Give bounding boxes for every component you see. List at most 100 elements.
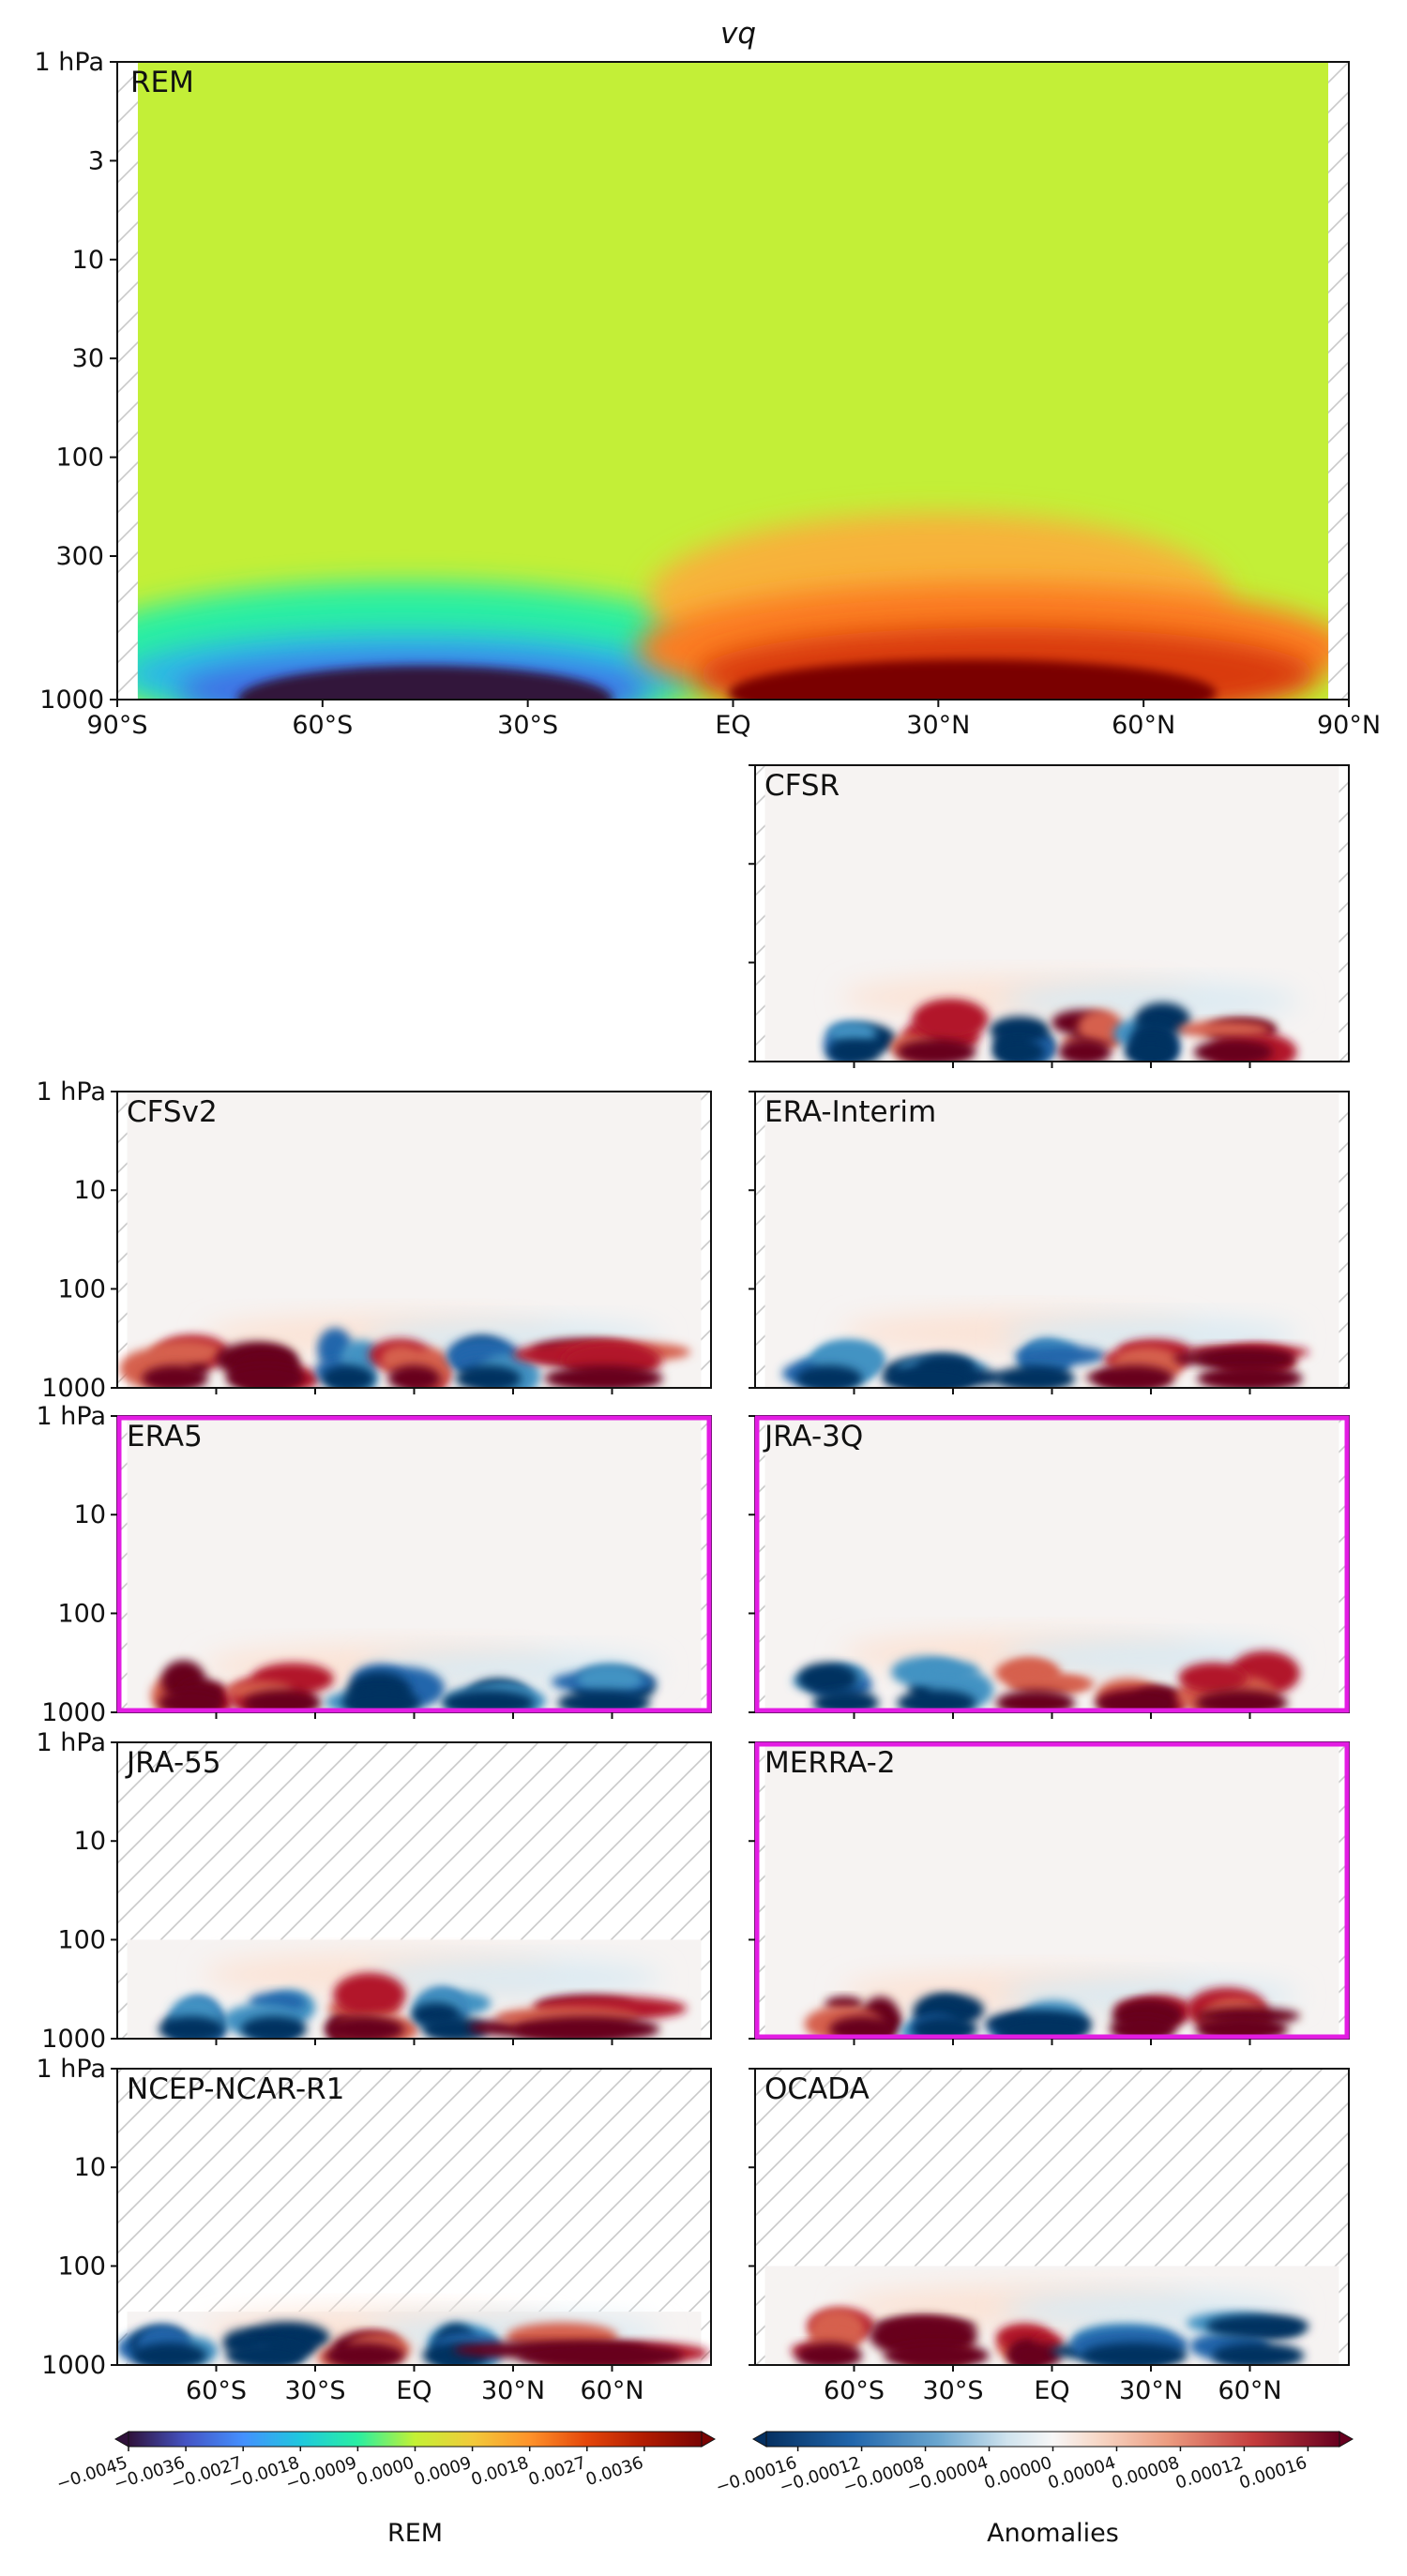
colorbar-tick-label: 0.0018	[469, 2453, 531, 2490]
panel-title: ERA-Interim	[764, 1095, 936, 1129]
colorbar-rem-bar	[128, 2431, 703, 2448]
anomaly-core	[341, 1690, 421, 1712]
rem-contour-7	[728, 659, 1217, 700]
anomaly-core	[325, 2343, 404, 2365]
y-tick-label: 100	[57, 1599, 106, 1628]
anomaly-field	[764, 2266, 1339, 2365]
anomaly-core	[992, 1039, 1046, 1062]
rem-panel-label: REM	[130, 66, 194, 99]
colorbar-tick-label: 0.0027	[526, 2453, 588, 2490]
anomaly-core	[1124, 1039, 1178, 1062]
anomaly-core	[387, 1365, 441, 1388]
anomaly-contour	[916, 1660, 979, 1682]
colorbar-tick-label: 0.00008	[1110, 2453, 1182, 2493]
anomaly-contour	[577, 1664, 643, 1695]
anomaly-contour	[1200, 1348, 1295, 1369]
anomaly-core	[325, 2016, 404, 2039]
rem-x-tick-label: 60°S	[292, 711, 353, 740]
y-tick-label: 10	[74, 1500, 106, 1529]
anomaly-core	[1195, 2016, 1288, 2039]
x-tick-label: 30°S	[285, 2376, 346, 2405]
panel-title: JRA-3Q	[763, 1420, 863, 1454]
anomaly-field	[127, 1939, 702, 2039]
panel-ocada: OCADA 60°S 30°S EQ 30°N 60°N	[749, 2068, 1350, 2405]
anomaly-core	[242, 1690, 323, 1712]
y-tick-label: 10	[74, 1176, 106, 1205]
x-tick-label: 30°S	[923, 2376, 984, 2405]
anomaly-field	[764, 1742, 1339, 2039]
y-tick-label: 10	[74, 1827, 106, 1856]
anomaly-core	[795, 2343, 863, 2365]
panel-title: ERA5	[127, 1420, 203, 1454]
panel-title: NCEP-NCAR-R1	[127, 2072, 344, 2106]
anomaly-contour	[1178, 1662, 1248, 1694]
anomaly-core	[1095, 1690, 1174, 1712]
anomaly-contour	[333, 1972, 406, 2017]
panel-era-interim: ERA-Interim	[749, 1091, 1350, 1394]
rem-x-tick-label: 30°S	[497, 711, 558, 740]
anomaly-field	[119, 1092, 702, 1388]
y-tick-label: 1000	[41, 1698, 106, 1727]
colorbar-tick-label: 0.00000	[982, 2453, 1054, 2493]
highlight-frame	[754, 1415, 1350, 1713]
anomaly-contour	[912, 999, 989, 1040]
anomaly-core	[1058, 1039, 1112, 1062]
panel-jra-3q: JRA-3Q	[749, 1415, 1350, 1719]
rem-x-tick-label: 90°S	[87, 711, 148, 740]
panel-ncep-ncar-r1: NCEP-NCAR-R1 1 hPa 10 100 1000 60°S 30°S EQ 30°N…	[37, 2055, 712, 2405]
y-tick-label: 1 hPa	[37, 2055, 107, 2084]
anomaly-core	[912, 2016, 978, 2039]
anomaly-contour	[1177, 1020, 1271, 1038]
anomaly-contour	[1014, 1346, 1106, 1365]
anomaly-field	[127, 1416, 702, 1712]
anomaly-field	[764, 765, 1339, 1062]
colorbar-tick-label: 0.00012	[1173, 2453, 1246, 2493]
colorbar-tick-label: 0.0000	[355, 2453, 416, 2490]
anomaly-contour	[990, 1016, 1049, 1044]
panel-title: CFSv2	[127, 1095, 218, 1129]
colorbar-anomalies-bar	[765, 2431, 1340, 2448]
x-tick-label: 60°N	[1218, 2376, 1281, 2405]
anomaly-core	[1008, 2343, 1063, 2365]
colorbar-anomalies: −0.00016−0.00012−0.00008−0.000040.000000…	[714, 2431, 1354, 2548]
anomaly-core	[1110, 2016, 1176, 2039]
anomaly-core	[322, 1365, 375, 1388]
colorbar-anomalies-extend-min	[751, 2431, 767, 2448]
chart-title: vq	[720, 17, 756, 51]
anomaly-contour	[340, 1339, 381, 1374]
anomaly-core	[997, 2016, 1090, 2039]
panel-cfsv2: CFSv2 1 hPa 10 100 1000	[37, 1077, 712, 1403]
rem-field	[137, 62, 1329, 700]
y-tick-label: 10	[74, 2153, 106, 2182]
faint-anomaly	[364, 1959, 662, 1997]
rem-x-tick-label: 90°N	[1317, 711, 1381, 740]
y-tick-label: 1 hPa	[37, 1402, 107, 1431]
colorbar-rem-extend-max	[701, 2431, 717, 2448]
rem-x-tick-label: 30°N	[906, 711, 970, 740]
anomaly-core	[995, 1365, 1076, 1388]
anomaly-core	[995, 1690, 1076, 1712]
x-tick-label: 30°N	[1119, 2376, 1183, 2405]
anomaly-contour	[1077, 1009, 1124, 1046]
x-tick-label: 60°N	[580, 2376, 643, 2405]
anomaly-core	[812, 1690, 879, 1712]
anomaly-core	[882, 1365, 975, 1388]
panel-cfsr: CFSR	[749, 764, 1350, 1068]
rem-y-tick-label: 10	[72, 246, 104, 275]
anomaly-core	[442, 1690, 535, 1712]
anomaly-core	[897, 1039, 976, 1062]
anomaly-core	[142, 1365, 208, 1388]
anomaly-core	[1197, 1365, 1303, 1388]
anomaly-contour	[827, 1021, 877, 1045]
y-tick-label: 1000	[41, 1374, 106, 1403]
anomaly-core	[557, 1690, 650, 1712]
y-tick-label: 100	[57, 1925, 106, 1954]
anomaly-core	[1095, 1365, 1174, 1388]
rem-x-tick-label: EQ	[715, 711, 750, 740]
anomaly-contour	[797, 1662, 858, 1695]
panel-title: JRA-55	[125, 1746, 221, 1780]
anomaly-core	[897, 1690, 976, 1712]
rem-x-tick-label: 60°N	[1112, 711, 1175, 740]
anomaly-core	[795, 1365, 863, 1388]
highlight-frame	[116, 1415, 712, 1713]
